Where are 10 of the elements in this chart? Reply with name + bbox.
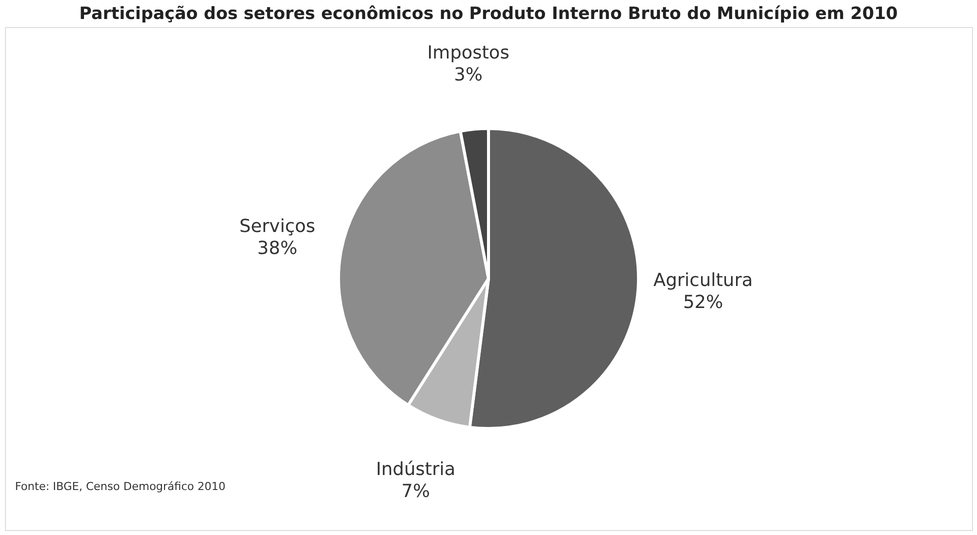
slice-label: Serviços	[239, 216, 316, 238]
data-label: 3%	[454, 64, 483, 86]
slice-label: Indústria	[376, 458, 456, 480]
source-note: Fonte: IBGE, Censo Demográfico 2010	[15, 480, 226, 493]
data-label: 38%	[257, 238, 298, 260]
chart-title: Participação dos setores econômicos no Produto Interno Bruto do Município em 2010	[79, 4, 898, 24]
slice-label: Agricultura	[653, 270, 753, 291]
slice-label: Impostos	[427, 42, 510, 64]
data-label: 7%	[401, 480, 430, 502]
data-label: 52%	[683, 292, 724, 313]
